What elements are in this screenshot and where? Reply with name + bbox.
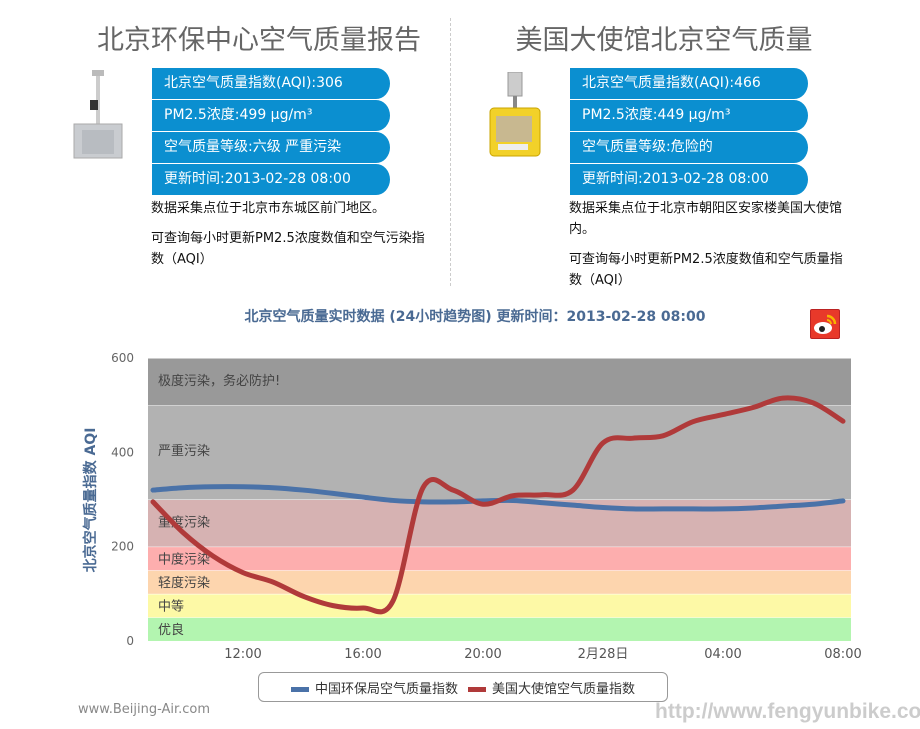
band-label: 轻度污染 [158, 575, 210, 591]
aqi-row: 北京空气质量指数(AQI):306 [152, 68, 390, 99]
y-tick-label: 200 [111, 540, 134, 554]
band-500-600 [148, 358, 851, 406]
legend-swatch [468, 686, 486, 692]
y-tick-label: 0 [126, 634, 134, 648]
legend-swatch [290, 686, 309, 692]
update-time-row: 更新时间:2013-02-28 08:00 [152, 164, 390, 195]
series-line-1 [150, 395, 846, 615]
right-info-box: 北京空气质量指数(AQI):466 PM2.5浓度:449 μg/m³ 空气质量… [570, 68, 808, 196]
legend-label: 美国大使馆空气质量指数 [492, 681, 636, 697]
watermark-fengyunbike: http://www.fengyunbike.com [655, 700, 920, 723]
left-panel-title: 北京环保中心空气质量报告 [97, 25, 421, 56]
left-description: 数据采集点位于北京市东城区前门地区。 可查询每小时更新PM2.5浓度数值和空气污… [151, 198, 436, 279]
y-axis-label: 北京空气质量指数 AQI [82, 428, 99, 573]
x-tick-label: 16:00 [344, 647, 381, 662]
right-panel-title: 美国大使馆北京空气质量 [515, 25, 813, 56]
info-text: 可查询每小时更新PM2.5浓度数值和空气质量指数（AQI） [569, 252, 843, 288]
band-50-100 [148, 593, 851, 618]
update-time-row: 更新时间:2013-02-28 08:00 [570, 164, 808, 195]
y-tick-label: 600 [111, 351, 134, 365]
panel-divider [450, 18, 451, 286]
chart-title: 北京空气质量实时数据 (24小时趋势图) 更新时间：2013-02-28 08:… [244, 309, 706, 325]
right-description: 数据采集点位于北京市朝阳区安家楼美国大使馆内。 可查询每小时更新PM2.5浓度数… [569, 198, 854, 300]
legend-label: 中国环保局空气质量指数 [314, 681, 458, 697]
x-tick-label: 04:00 [704, 647, 741, 662]
pm25-row: PM2.5浓度:449 μg/m³ [570, 100, 808, 131]
x-tick-label: 2月28日 [578, 647, 629, 662]
monitor-device-image [73, 70, 123, 159]
legend-item-us[interactable]: 美国大使馆空气质量指数 [468, 678, 635, 697]
band-label: 优良 [158, 622, 184, 638]
pm25-row: PM2.5浓度:499 μg/m³ [152, 100, 390, 131]
left-info-box: 北京空气质量指数(AQI):306 PM2.5浓度:499 μg/m³ 空气质量… [152, 68, 390, 196]
info-text: 可查询每小时更新PM2.5浓度数值和空气污染指数（AQI） [151, 231, 425, 267]
band-300-500 [148, 405, 851, 500]
band-label: 严重污染 [158, 443, 210, 459]
aqi-row: 北京空气质量指数(AQI):466 [570, 68, 808, 99]
y-tick-label: 400 [111, 445, 134, 459]
location-text: 数据采集点位于北京市东城区前门地区。 [151, 201, 386, 216]
band-150-200 [148, 546, 851, 571]
band-100-150 [148, 570, 851, 594]
level-row: 空气质量等级:六级 严重污染 [152, 132, 390, 163]
location-text: 数据采集点位于北京市朝阳区安家楼美国大使馆内。 [569, 201, 843, 237]
band-label: 中度污染 [158, 551, 210, 567]
legend-item-cn[interactable]: 中国环保局空气质量指数 [290, 678, 458, 697]
x-tick-label: 08:00 [824, 647, 861, 662]
watermark-beijing-air: www.Beijing-Air.com [78, 702, 211, 717]
x-tick-label: 12:00 [224, 647, 261, 662]
band-0-50 [148, 617, 851, 641]
x-tick-label: 20:00 [464, 647, 501, 662]
weibo-icon[interactable] [810, 309, 840, 339]
level-row: 空气质量等级:危险的 [570, 132, 808, 163]
chart-legend: 中国环保局空气质量指数 美国大使馆空气质量指数 [258, 672, 668, 702]
monitor-device-image [489, 72, 541, 157]
band-label: 极度污染，务必防护! [158, 373, 280, 389]
band-label: 中等 [158, 599, 184, 615]
